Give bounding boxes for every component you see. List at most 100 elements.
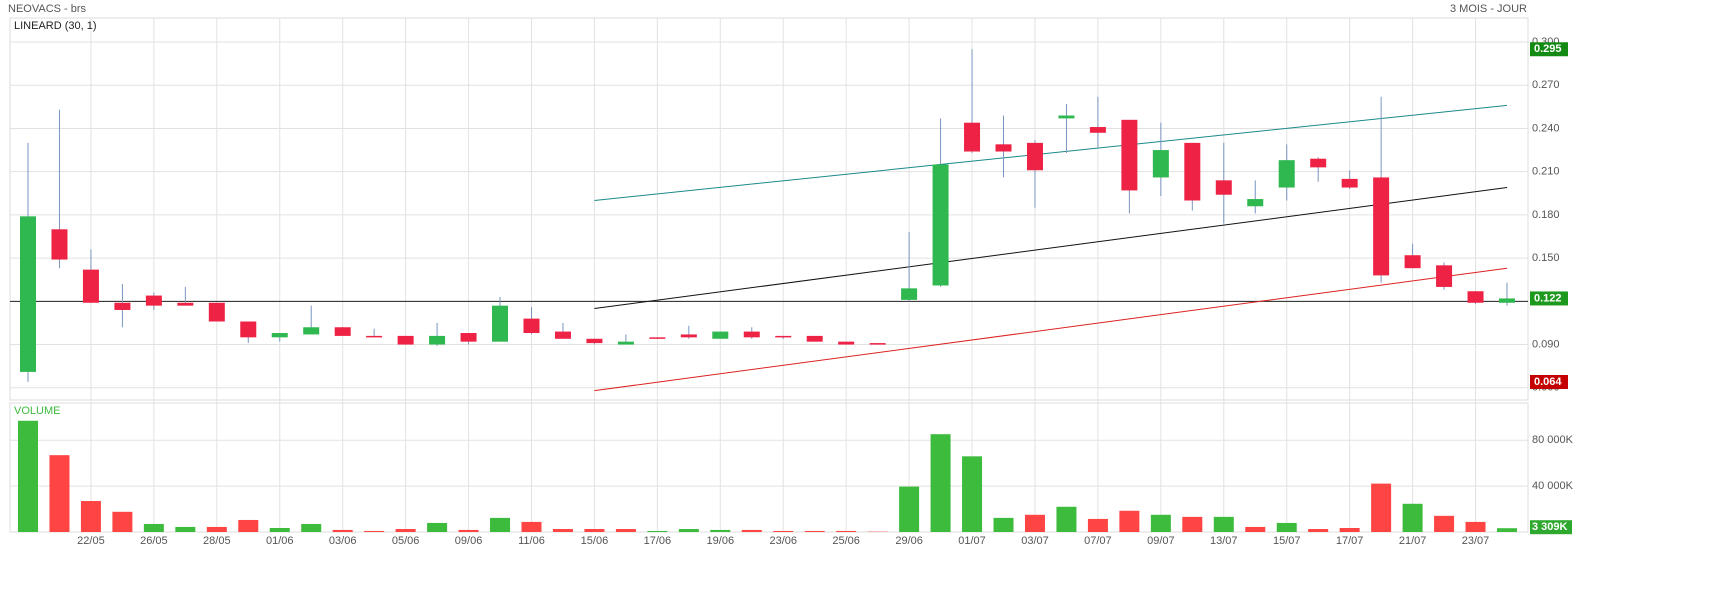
- candle-body: [1184, 142, 1201, 201]
- volume-bar: [80, 501, 101, 532]
- volume-bar: [1024, 514, 1045, 532]
- volume-bar: [836, 530, 857, 532]
- candle-body: [1341, 178, 1358, 188]
- volume-bar: [1150, 514, 1171, 532]
- price-panel: [9, 17, 1529, 401]
- volume-bar: [962, 456, 983, 532]
- volume-bar: [49, 455, 70, 532]
- candle-body: [523, 318, 540, 334]
- volume-bar: [301, 523, 322, 532]
- trend-line: [594, 187, 1508, 310]
- price-marker-label: 0.064: [1534, 376, 1562, 388]
- x-tick-label: 13/07: [1210, 535, 1238, 547]
- volume-bar: [18, 420, 38, 532]
- candle-body: [1373, 177, 1390, 276]
- volume-bar: [1308, 529, 1329, 532]
- candle-body: [240, 321, 257, 338]
- volume-bar: [238, 519, 259, 532]
- volume-bar: [206, 526, 227, 532]
- x-tick-label: 09/07: [1147, 535, 1175, 547]
- y-tick-label: 0.240: [1532, 122, 1560, 134]
- y-tick-label: 40 000K: [1532, 480, 1574, 492]
- x-tick-label: 25/06: [832, 535, 860, 547]
- volume-bar: [1434, 515, 1455, 532]
- candle-body: [649, 337, 666, 339]
- candle-body: [775, 335, 792, 338]
- price-marker-label: 0.295: [1534, 43, 1562, 55]
- x-tick-label: 09/06: [455, 535, 483, 547]
- volume-panel: [9, 402, 1529, 533]
- volume-bar: [1371, 483, 1392, 532]
- candle-body: [366, 335, 383, 338]
- candle-body: [271, 333, 288, 338]
- trend-line: [594, 267, 1508, 392]
- candle-body: [1436, 265, 1453, 287]
- price-marker: [1530, 291, 1568, 306]
- candle-body: [1499, 298, 1515, 303]
- volume-bar: [395, 529, 416, 532]
- candle-body: [1026, 142, 1043, 171]
- candle-body: [397, 335, 414, 345]
- candle-body: [334, 327, 351, 336]
- volume-bar: [741, 529, 762, 532]
- price-marker: [1530, 374, 1568, 389]
- volume-bar: [615, 529, 636, 532]
- volume-bar: [521, 521, 542, 532]
- candle-body: [554, 331, 571, 339]
- y-tick-label: 0.150: [1532, 252, 1560, 264]
- volume-bar: [552, 529, 573, 532]
- volume-marker: [1530, 520, 1572, 535]
- volume-bar: [899, 486, 920, 532]
- volume-bar: [112, 511, 133, 532]
- candle-body: [932, 164, 949, 286]
- candle-body: [82, 269, 99, 303]
- candle-body: [1247, 199, 1264, 207]
- volume-bar: [1119, 510, 1140, 532]
- x-tick-label: 03/07: [1021, 535, 1049, 547]
- candle-body: [1467, 291, 1484, 303]
- candle-body: [806, 335, 823, 342]
- volume-bar: [427, 522, 448, 532]
- candle-body: [680, 334, 697, 338]
- volume-bar: [490, 517, 511, 532]
- x-tick-label: 22/05: [77, 535, 105, 547]
- volume-bar: [1182, 516, 1203, 532]
- volume-bar: [647, 530, 668, 532]
- candle-body: [460, 333, 477, 342]
- candle-body: [1215, 180, 1232, 195]
- volume-bar: [773, 530, 794, 532]
- candle-body: [492, 305, 509, 342]
- x-tick-label: 11/06: [518, 535, 545, 547]
- x-tick-label: 26/05: [140, 535, 168, 547]
- volume-bar: [1087, 518, 1108, 532]
- x-tick-label: 07/07: [1084, 535, 1112, 547]
- volume-bar: [930, 434, 951, 532]
- x-tick-label: 03/06: [329, 535, 357, 547]
- volume-bar: [1339, 527, 1360, 532]
- volume-bar: [364, 530, 385, 532]
- candle-body: [51, 229, 68, 260]
- y-tick-label: 0.180: [1532, 209, 1560, 221]
- y-tick-label: 80 000K: [1532, 434, 1574, 446]
- x-tick-label: 01/06: [266, 535, 294, 547]
- candle-body: [586, 338, 603, 344]
- candle-body: [208, 302, 225, 322]
- price-marker-label: 0.122: [1534, 292, 1562, 304]
- candle-body: [743, 331, 760, 338]
- price-marker: [1530, 42, 1568, 57]
- candle-body: [1058, 115, 1075, 119]
- volume-bar: [804, 530, 825, 532]
- volume-bar: [458, 529, 479, 532]
- candle-body: [1152, 150, 1169, 178]
- x-tick-label: 15/06: [581, 535, 609, 547]
- x-tick-label: 21/07: [1399, 535, 1427, 547]
- volume-bar: [175, 526, 196, 532]
- volume-bar: [1402, 503, 1423, 532]
- y-tick-label: 0.210: [1532, 166, 1560, 178]
- candle-body: [145, 295, 162, 306]
- volume-bar: [1497, 528, 1517, 532]
- x-tick-label: 19/06: [707, 535, 735, 547]
- volume-bar: [710, 529, 731, 532]
- volume-bar: [1056, 506, 1077, 532]
- y-tick-label: 0.090: [1532, 338, 1560, 350]
